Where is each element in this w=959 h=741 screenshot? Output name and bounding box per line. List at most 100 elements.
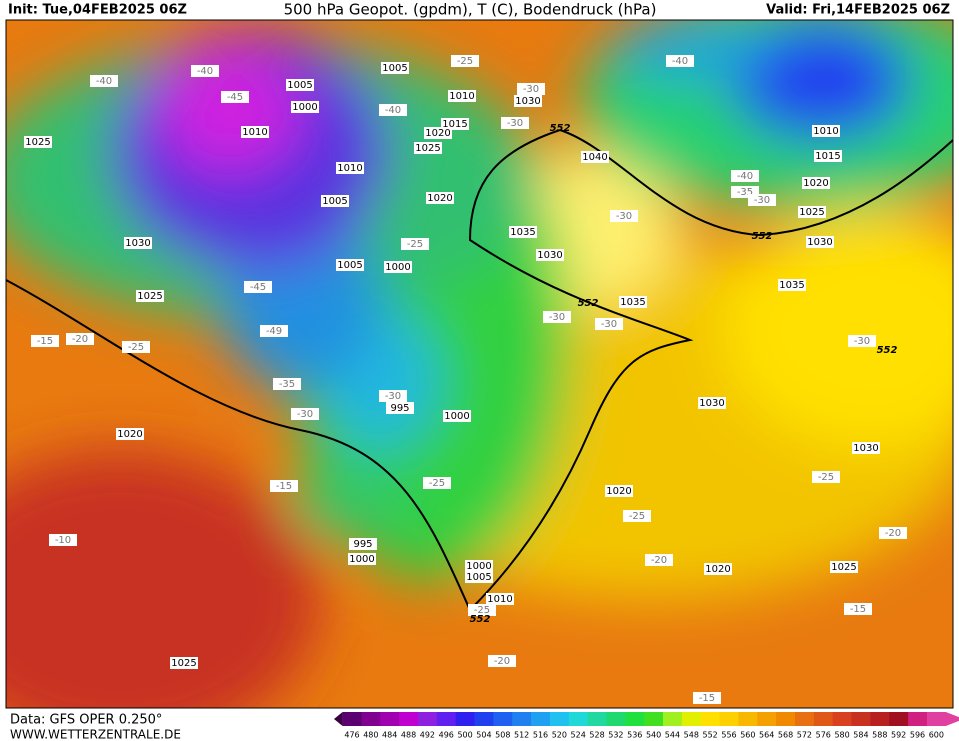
temperature-label: -30 bbox=[297, 409, 313, 420]
colorbar: 476 480 484 488 492 496 500 504 508 512 516 520 524 5… bbox=[334, 712, 959, 740]
colorbar-swatch bbox=[681, 712, 702, 726]
temperature-label: -20 bbox=[651, 555, 667, 566]
temperature-label: -35 bbox=[737, 187, 753, 198]
height-contour-label: 552 bbox=[578, 298, 599, 309]
temperature-label: -30 bbox=[385, 391, 401, 402]
label-box bbox=[379, 390, 407, 402]
label-box bbox=[488, 655, 516, 667]
temperature-label: -40 bbox=[737, 171, 753, 182]
colorbar-swatch bbox=[719, 712, 739, 726]
colorbar-swatch bbox=[568, 712, 589, 726]
label-box bbox=[731, 170, 759, 182]
label-box bbox=[336, 162, 364, 174]
label-box bbox=[136, 290, 164, 302]
label-box bbox=[501, 117, 529, 129]
label-box bbox=[286, 79, 314, 91]
colorbar-label: 524 bbox=[571, 731, 586, 740]
label-box bbox=[543, 311, 571, 323]
label-box bbox=[879, 527, 907, 539]
colorbar-label: 528 bbox=[589, 731, 604, 740]
label-box bbox=[31, 335, 59, 347]
label-box bbox=[509, 226, 537, 238]
colorbar-swatch bbox=[531, 712, 551, 726]
isobar-label: 1025 bbox=[799, 207, 824, 218]
isobar-label: 1005 bbox=[337, 260, 362, 271]
colorbar-label: 512 bbox=[514, 731, 529, 740]
temperature-label: -25 bbox=[474, 605, 490, 616]
label-box bbox=[852, 442, 880, 454]
label-box bbox=[116, 428, 144, 440]
isobar-label: 1005 bbox=[322, 196, 347, 207]
isobar-label: 1035 bbox=[510, 227, 535, 238]
isobar-label: 1020 bbox=[606, 486, 631, 497]
temperature-label: -40 bbox=[385, 105, 401, 116]
label-box bbox=[605, 485, 633, 497]
colorbar-label: 508 bbox=[495, 731, 510, 740]
isobar-label: 1030 bbox=[125, 238, 150, 249]
label-box bbox=[623, 510, 651, 522]
label-box bbox=[830, 561, 858, 573]
colorbar-label: 552 bbox=[703, 731, 718, 740]
label-box bbox=[748, 194, 776, 206]
label-box bbox=[260, 325, 288, 337]
height-contour-label: 552 bbox=[877, 345, 898, 356]
colorbar-label: 536 bbox=[627, 731, 642, 740]
isobar-label: 1035 bbox=[620, 297, 645, 308]
height-contour-label: 552 bbox=[752, 231, 773, 242]
label-box bbox=[848, 335, 876, 347]
isobar-label: 1000 bbox=[385, 262, 410, 273]
colorbar-swatch bbox=[926, 712, 947, 726]
colorbar-label: 504 bbox=[476, 731, 491, 740]
label-box bbox=[468, 604, 496, 616]
label-box bbox=[448, 90, 476, 102]
label-box bbox=[426, 192, 454, 204]
colorbar-label: 576 bbox=[816, 731, 831, 740]
colorbar-swatch bbox=[436, 712, 457, 726]
temperature-label: -45 bbox=[250, 282, 266, 293]
label-box bbox=[424, 127, 452, 139]
colorbar-swatch bbox=[870, 712, 890, 726]
isobar-label: 1035 bbox=[779, 280, 804, 291]
colorbar-swatch bbox=[512, 712, 532, 726]
label-box bbox=[401, 238, 429, 250]
isobar-label: 1025 bbox=[137, 291, 162, 302]
isobar-label: 1030 bbox=[853, 443, 878, 454]
colorbar-label: 540 bbox=[646, 731, 661, 740]
label-box bbox=[443, 410, 471, 422]
label-box bbox=[191, 65, 219, 77]
temperature-label: -30 bbox=[549, 312, 565, 323]
temperature-label: -25 bbox=[128, 342, 144, 353]
colorbar-swatch bbox=[738, 712, 758, 726]
colorbar-label: 516 bbox=[533, 731, 548, 740]
temperature-label: -20 bbox=[885, 528, 901, 539]
temperature-label: -10 bbox=[55, 535, 71, 546]
label-box bbox=[581, 151, 609, 163]
isobar-label: 1000 bbox=[444, 411, 469, 422]
temperature-label: -40 bbox=[96, 76, 112, 87]
colorbar-label: 596 bbox=[910, 731, 925, 740]
colorbar-arrow bbox=[945, 712, 959, 726]
label-box bbox=[291, 408, 319, 420]
label-box bbox=[798, 206, 826, 218]
label-box bbox=[536, 249, 564, 261]
label-box bbox=[379, 104, 407, 116]
label-box bbox=[465, 560, 493, 572]
label-box bbox=[336, 259, 364, 271]
label-box bbox=[384, 261, 412, 273]
isobar-label: 1030 bbox=[699, 398, 724, 409]
label-box bbox=[812, 125, 840, 137]
isobar-label: 1020 bbox=[803, 178, 828, 189]
colorbar-label: 556 bbox=[721, 731, 736, 740]
label-box bbox=[514, 95, 542, 107]
label-box bbox=[321, 195, 349, 207]
label-box bbox=[381, 62, 409, 74]
colorbar-label: 488 bbox=[401, 731, 416, 740]
label-box bbox=[414, 142, 442, 154]
label-box bbox=[349, 538, 377, 550]
label-box bbox=[66, 333, 94, 345]
colorbar-label: 480 bbox=[363, 731, 378, 740]
colorbar-swatch bbox=[549, 712, 570, 726]
isobar-label: 1015 bbox=[815, 151, 840, 162]
label-box bbox=[122, 341, 150, 353]
isobar-label: 1000 bbox=[349, 554, 374, 565]
